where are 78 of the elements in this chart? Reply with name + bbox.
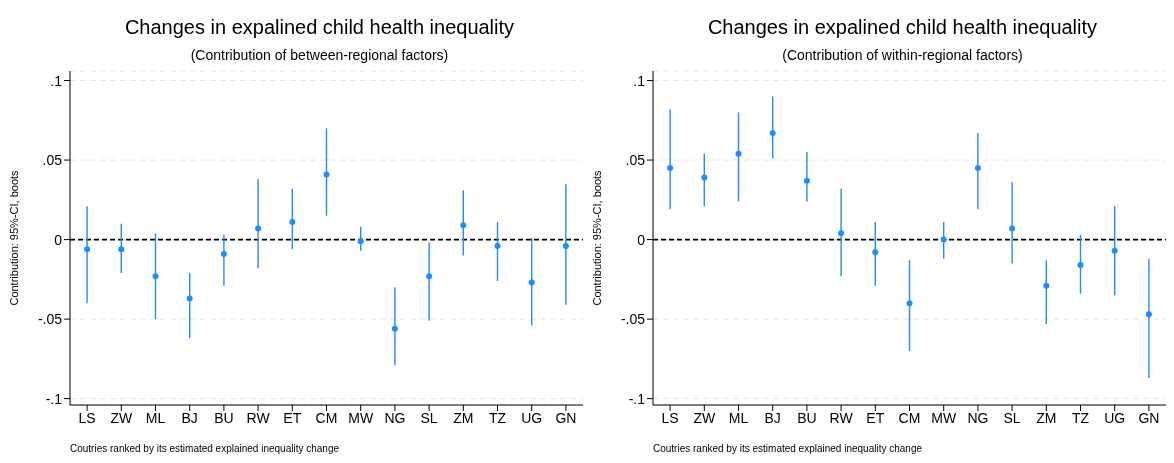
- y-axis-title: Contribution: 95%-CI, boots: [7, 169, 20, 306]
- point: [940, 236, 947, 243]
- y-tick-label: -.05: [620, 311, 646, 328]
- point: [323, 171, 330, 178]
- point: [667, 165, 674, 172]
- y-tick-label: .1: [50, 72, 63, 89]
- x-axis-title: Coutries ranked by its estimated explained inequality change: [70, 443, 341, 454]
- x-tick-label: ET: [866, 409, 885, 426]
- x-tick-label: BJ: [764, 409, 781, 426]
- chart-subtitle: (Contribution of between-regional factors): [189, 47, 450, 63]
- y-tick-label: 0: [54, 231, 63, 248]
- point: [1077, 262, 1084, 269]
- point: [1145, 311, 1152, 318]
- x-tick-label: UG: [1104, 409, 1126, 426]
- x-tick-label: BJ: [181, 409, 198, 426]
- x-tick-label: ML: [728, 409, 749, 426]
- x-tick-label: LS: [78, 409, 96, 426]
- x-tick-label: ZM: [1036, 409, 1057, 426]
- point: [1043, 282, 1050, 289]
- point: [562, 242, 569, 249]
- point: [906, 300, 913, 307]
- x-tick-label: UG: [521, 409, 543, 426]
- point: [974, 165, 981, 172]
- x-tick-label: BU: [214, 409, 234, 426]
- point: [255, 225, 262, 232]
- y-tick-label: .05: [42, 152, 63, 169]
- point: [289, 219, 296, 226]
- x-tick-label: MW: [931, 409, 957, 426]
- chart-title: Changes in expalined child health inequality: [706, 16, 1099, 39]
- point: [84, 246, 91, 253]
- point: [769, 130, 776, 137]
- chart-title: Changes in expalined child health inequality: [123, 16, 516, 39]
- point: [872, 249, 879, 256]
- x-tick-label: ZM: [453, 409, 474, 426]
- point: [460, 222, 467, 229]
- point: [118, 246, 125, 253]
- x-tick-label: SL: [420, 409, 438, 426]
- x-tick-label: NG: [384, 409, 406, 426]
- x-tick-label: MW: [348, 409, 374, 426]
- point: [391, 325, 398, 332]
- x-tick-label: TZ: [488, 409, 507, 426]
- x-tick-label: NG: [967, 409, 989, 426]
- y-tick-label: -.1: [628, 390, 646, 407]
- point: [186, 295, 193, 302]
- chart-subtitle: (Contribution of within-regional factors): [781, 47, 1024, 63]
- point: [701, 174, 708, 181]
- point: [220, 250, 227, 257]
- point: [357, 238, 364, 245]
- y-tick-label: .1: [633, 72, 646, 89]
- x-tick-label: BU: [797, 409, 817, 426]
- point: [426, 273, 433, 280]
- x-tick-label: GN: [555, 409, 577, 426]
- point: [528, 279, 535, 286]
- x-tick-label: ET: [283, 409, 302, 426]
- y-tick-label: .05: [625, 152, 646, 169]
- x-tick-label: RW: [246, 409, 271, 426]
- x-tick-label: CM: [315, 409, 338, 426]
- x-tick-label: ML: [145, 409, 166, 426]
- x-tick-label: ZW: [693, 409, 716, 426]
- x-tick-label: GN: [1138, 409, 1160, 426]
- y-tick-label: -.1: [45, 390, 63, 407]
- x-tick-label: LS: [661, 409, 679, 426]
- x-tick-label: SL: [1003, 409, 1021, 426]
- point: [152, 273, 159, 280]
- x-tick-label: ZW: [110, 409, 133, 426]
- point: [838, 230, 845, 237]
- point: [803, 177, 810, 184]
- x-tick-label: TZ: [1071, 409, 1090, 426]
- y-axis-title: Contribution: 95%-CI, boots: [590, 169, 603, 306]
- point: [1009, 225, 1016, 232]
- point: [494, 242, 501, 249]
- point: [735, 150, 742, 157]
- x-tick-label: CM: [898, 409, 921, 426]
- point: [1111, 247, 1118, 254]
- y-tick-label: 0: [637, 231, 646, 248]
- x-tick-label: RW: [829, 409, 854, 426]
- y-tick-label: -.05: [37, 311, 63, 328]
- x-axis-title: Coutries ranked by its estimated explained inequality change: [653, 443, 924, 454]
